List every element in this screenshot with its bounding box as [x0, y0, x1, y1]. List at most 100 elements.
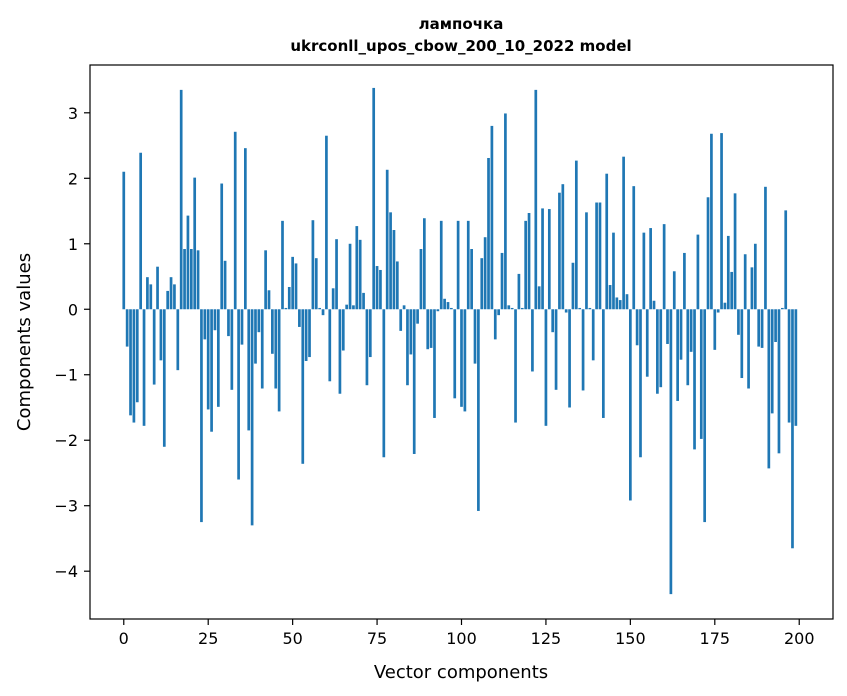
bar: [520, 307, 524, 310]
bar: [402, 305, 406, 310]
bar: [318, 307, 321, 310]
bar: [470, 249, 473, 310]
bar: [193, 177, 197, 310]
bar: [780, 307, 784, 310]
bar: [362, 292, 365, 310]
bar: [186, 215, 190, 310]
chart-title-line2: ukrconll_upos_cbow_200_10_2022 model: [290, 37, 631, 55]
bar: [230, 309, 234, 390]
bar: [720, 133, 723, 310]
bar: [581, 309, 585, 391]
plot-area-frame: [89, 64, 834, 620]
bar: [277, 309, 281, 412]
bar: [385, 169, 389, 310]
bar: [237, 309, 240, 480]
bar: [173, 284, 176, 310]
bar: [598, 202, 602, 310]
bar: [325, 135, 328, 310]
bar: [352, 305, 355, 310]
bar: [328, 309, 332, 382]
y-tick-label: −2: [54, 431, 78, 450]
bar: [679, 309, 683, 360]
bar: [149, 284, 153, 310]
bar: [294, 263, 298, 310]
bar: [787, 309, 791, 423]
bar: [622, 156, 625, 310]
y-axis-ticks: 3 2 1 0 −1 −2 −3 −4: [54, 104, 90, 581]
bar: [784, 210, 788, 310]
bar: [601, 309, 605, 418]
bar: [129, 309, 132, 416]
bar: [747, 309, 750, 389]
bar: [125, 309, 129, 347]
bar: [507, 305, 511, 310]
bar: [247, 309, 251, 431]
bar: [450, 307, 453, 310]
x-tick-label: 125: [531, 629, 562, 648]
y-tick-label: 1: [68, 235, 78, 254]
bar: [456, 220, 460, 310]
bar: [331, 288, 335, 310]
bar: [480, 258, 484, 310]
bar: [389, 212, 392, 310]
bar: [122, 171, 126, 310]
bar: [666, 309, 669, 344]
bar: [578, 307, 582, 310]
bar: [483, 237, 487, 310]
bar: [368, 309, 372, 358]
bar: [585, 212, 588, 310]
bar: [200, 309, 203, 523]
bar: [416, 309, 419, 324]
bar: [497, 309, 500, 316]
bar: [510, 307, 514, 310]
bar: [591, 309, 595, 361]
bar: [737, 309, 740, 335]
bar: [426, 309, 430, 350]
bar: [645, 309, 649, 377]
bar: [588, 307, 592, 310]
bar: [656, 309, 659, 394]
bar: [477, 309, 480, 511]
bar: [541, 208, 544, 310]
bar: [314, 258, 318, 310]
bar: [355, 226, 359, 310]
bar: [375, 266, 379, 310]
bar: [517, 273, 521, 310]
bar: [379, 269, 382, 310]
bar: [301, 309, 305, 464]
bar: [625, 294, 629, 310]
bar: [409, 309, 413, 355]
bar: [662, 224, 666, 310]
bar: [196, 250, 200, 310]
bar: [264, 250, 267, 310]
bar: [544, 309, 548, 426]
bar: [723, 302, 727, 310]
bar: [568, 309, 571, 408]
bar: [176, 309, 180, 371]
bar: [706, 197, 710, 310]
bar: [453, 309, 457, 399]
bar: [308, 309, 311, 358]
bar: [564, 309, 568, 313]
bar: [142, 309, 146, 426]
bar: [629, 309, 632, 501]
bar: [213, 309, 217, 331]
bar: [689, 309, 693, 352]
x-tick-label: 25: [198, 629, 218, 648]
bar: [365, 309, 369, 386]
bar: [794, 309, 798, 426]
bar: [699, 309, 703, 439]
bar: [652, 300, 656, 310]
bar: [615, 297, 619, 310]
bar: [189, 249, 193, 310]
x-tick-label: 150: [615, 629, 646, 648]
bar: [791, 309, 794, 549]
bar: [216, 309, 220, 407]
bar: [267, 290, 271, 310]
bar: [227, 309, 230, 337]
bar: [649, 228, 652, 310]
bar: [382, 309, 386, 458]
bar: [183, 249, 186, 310]
bar: [524, 220, 528, 310]
bar: [642, 232, 646, 310]
